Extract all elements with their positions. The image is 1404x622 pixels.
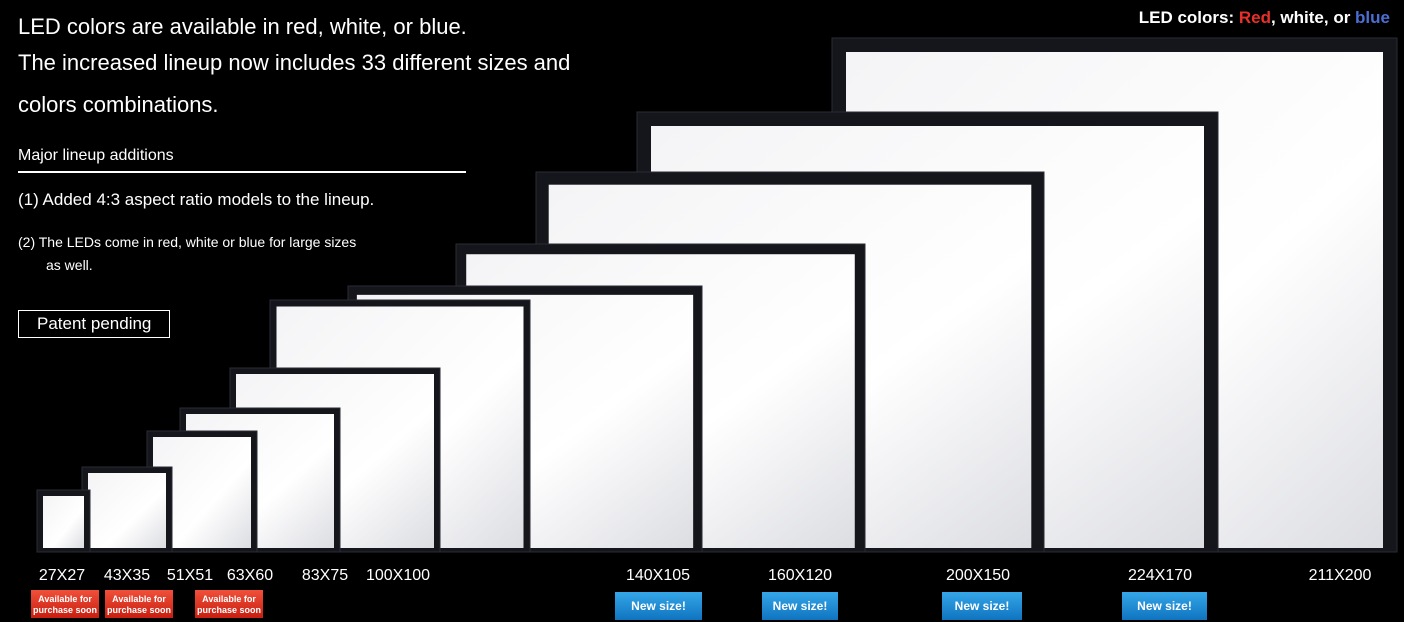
size-label: 224X170: [1127, 567, 1193, 584]
soon-text: Available for: [38, 594, 92, 604]
panel-light: [88, 473, 166, 548]
colors-middle: , white, or: [1270, 8, 1356, 27]
new-badge: New size!: [762, 592, 838, 620]
size-label: 140X105: [625, 567, 691, 584]
size-label: 211X200: [1308, 567, 1372, 584]
size-label: 63X60: [226, 567, 274, 584]
intro-line: LED colors are available in red, white, …: [18, 14, 467, 39]
soon-badge: Available for purchase soon: [31, 590, 99, 618]
colors-blue: blue: [1355, 8, 1390, 27]
size-label: 43X35: [103, 567, 151, 584]
addition-item: as well.: [46, 257, 93, 273]
soon-text: purchase soon: [32, 605, 97, 615]
soon-text: purchase soon: [196, 605, 261, 615]
colors-note: LED colors: Red, white, or blue: [1139, 8, 1390, 28]
soon-badge: Available for purchase soon: [105, 590, 173, 618]
size-label: 200X150: [945, 567, 1011, 584]
soon-text: purchase soon: [106, 605, 171, 615]
size-label: 100X100: [365, 567, 431, 584]
intro-line: The increased lineup now includes 33 dif…: [18, 50, 571, 75]
addition-item: (1) Added 4:3 aspect ratio models to the…: [18, 190, 375, 209]
colors-prefix: LED colors:: [1138, 8, 1239, 27]
new-badge: New size!: [1122, 592, 1207, 620]
soon-text: Available for: [202, 594, 256, 604]
size-label: 83X75: [301, 567, 349, 584]
panel-light: [43, 496, 84, 548]
addition-item: (2) The LEDs come in red, white or blue …: [18, 234, 357, 250]
additions-heading: Major lineup additions: [18, 147, 466, 173]
new-badge: New size!: [615, 592, 702, 620]
soon-badge: Available for purchase soon: [195, 590, 263, 618]
soon-text: Available for: [112, 594, 166, 604]
size-label: 51X51: [166, 567, 214, 584]
size-label: 27X27: [38, 567, 86, 584]
size-label: 160X120: [767, 567, 833, 584]
intro-line: colors combinations.: [18, 92, 219, 117]
patent-box: Patent pending: [18, 310, 171, 338]
new-badge: New size!: [942, 592, 1022, 620]
colors-red: Red: [1238, 8, 1271, 27]
